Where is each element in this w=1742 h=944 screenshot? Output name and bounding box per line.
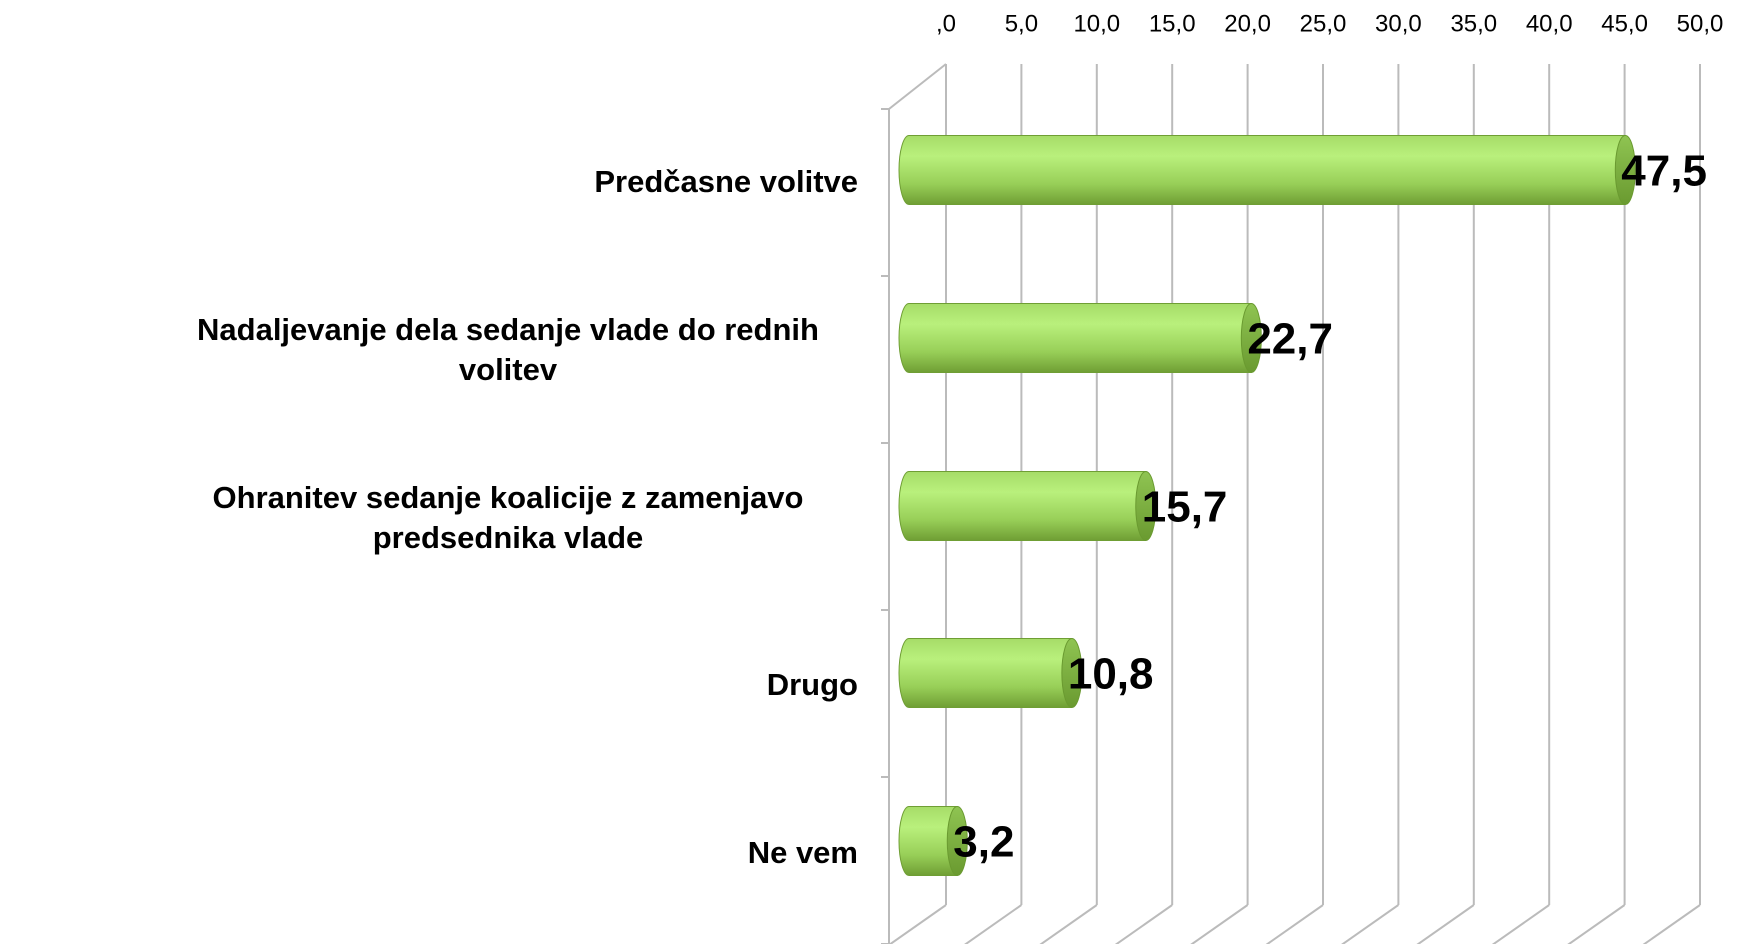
x-tick-label: 50,0 (1677, 10, 1724, 37)
bar-body (898, 135, 1626, 205)
category-label: Predčasne volitve (594, 164, 858, 199)
wall-edge (888, 63, 947, 110)
bar-body (898, 806, 958, 876)
x-tick-label: 40,0 (1526, 10, 1573, 37)
bar-cap (946, 806, 968, 876)
bar-body (898, 303, 1252, 373)
x-tick-label: 10,0 (1073, 10, 1120, 37)
bar (898, 471, 1157, 541)
x-tick-label: 25,0 (1300, 10, 1347, 37)
floor-line (964, 904, 1022, 944)
floor-line (1039, 904, 1098, 944)
bar-cap (1061, 638, 1083, 708)
x-tick-label: 30,0 (1375, 10, 1422, 37)
category-label: Ne vem (747, 835, 858, 870)
floor-line (1265, 904, 1324, 944)
x-tick-label: ,0 (936, 10, 956, 37)
floor-line (1416, 904, 1475, 944)
bar (898, 135, 1636, 205)
bar-cap (1240, 303, 1262, 373)
category-label: Ohranitev sedanje koalicije z zamenjavo … (212, 480, 804, 555)
value-label: 3,2 (953, 818, 1014, 867)
floor-line (1114, 904, 1173, 944)
x-tick-label: 45,0 (1601, 10, 1648, 37)
floor-line (1567, 904, 1626, 944)
bar-body (898, 471, 1147, 541)
x-tick-label: 35,0 (1450, 10, 1497, 37)
value-label: 10,8 (1068, 650, 1154, 699)
floor-line (1642, 904, 1701, 944)
bar (898, 806, 968, 876)
category-label: Nadaljevanje dela sedanje vlade do redni… (197, 312, 819, 387)
floor-line (1190, 904, 1249, 944)
floor-line (1341, 904, 1399, 944)
bar (898, 303, 1262, 373)
category-label: Drugo (766, 667, 858, 702)
x-tick-label: 5,0 (1005, 10, 1038, 37)
bar-cap (1614, 135, 1636, 205)
x-tick-label: 20,0 (1224, 10, 1271, 37)
x-tick-label: 15,0 (1149, 10, 1196, 37)
bar (898, 638, 1083, 708)
value-label: 15,7 (1142, 483, 1228, 532)
bar-cap (1135, 471, 1157, 541)
floor-line (1491, 904, 1550, 944)
value-label: 47,5 (1621, 147, 1707, 196)
value-label: 22,7 (1247, 315, 1333, 364)
floor-line (888, 904, 947, 944)
bar-body (898, 638, 1073, 708)
